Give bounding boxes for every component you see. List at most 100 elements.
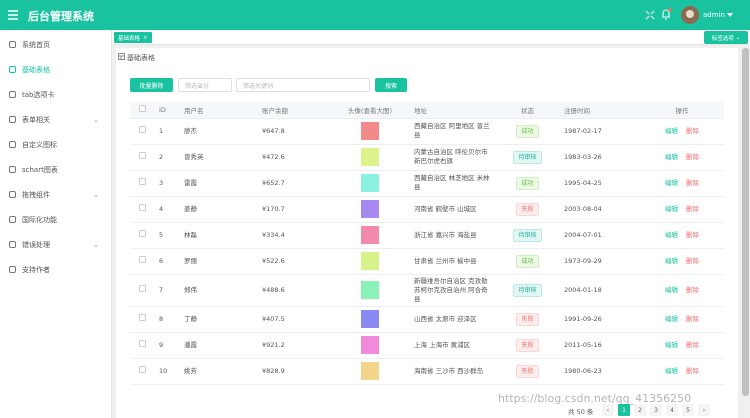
user-name[interactable]: admin bbox=[703, 11, 725, 19]
menu-label: 表单相关 bbox=[22, 115, 50, 124]
edit-link[interactable]: 编辑 bbox=[665, 340, 678, 349]
menu-toggle[interactable] bbox=[8, 10, 18, 20]
status-cell: 失败 bbox=[495, 306, 560, 333]
menu-item[interactable]: 错误处理 ⌄ bbox=[0, 232, 111, 257]
delete-link[interactable]: 删除 bbox=[686, 256, 699, 265]
page-button[interactable]: 3 bbox=[650, 404, 662, 416]
edit-link[interactable]: 编辑 bbox=[665, 230, 678, 239]
column-header: 头像(查看大图) bbox=[330, 102, 410, 119]
status-cell: 待审核 bbox=[495, 274, 560, 307]
date-cell: 2004-07-01 bbox=[560, 222, 640, 249]
prev-page[interactable]: ‹ bbox=[602, 404, 614, 416]
avatar-cell bbox=[330, 274, 410, 307]
bell-icon[interactable] bbox=[660, 8, 672, 20]
keyword-input[interactable]: 筛选关键词 bbox=[236, 78, 370, 92]
edit-link[interactable]: 编辑 bbox=[665, 178, 678, 187]
table-row: 5 林磊 ¥334.4 浙江省 嘉兴市 海盐县 待审核 2004-07-01 编辑 删除 bbox=[130, 222, 724, 249]
avatar-image[interactable] bbox=[361, 122, 379, 140]
tab[interactable]: 基础表格 × bbox=[114, 32, 152, 43]
delete-link[interactable]: 删除 bbox=[686, 285, 699, 294]
scrollbar-thumb[interactable] bbox=[742, 48, 749, 396]
edit-link[interactable]: 编辑 bbox=[665, 366, 678, 375]
menu-item[interactable]: schart图表 bbox=[0, 157, 111, 182]
id-cell: 1 bbox=[155, 118, 180, 145]
table-row: 3 雷霞 ¥652.7 西藏自治区 林芝地区 米林县 成功 1995-04-25 编辑 删除 bbox=[130, 170, 724, 197]
search-button[interactable]: 搜索 bbox=[375, 78, 407, 92]
id-cell: 8 bbox=[155, 306, 180, 333]
delete-link[interactable]: 删除 bbox=[686, 178, 699, 187]
delete-link[interactable]: 删除 bbox=[686, 126, 699, 135]
edit-link[interactable]: 编辑 bbox=[665, 285, 678, 294]
menu-item[interactable]: 表单相关 ⌄ bbox=[0, 107, 111, 132]
edit-link[interactable]: 编辑 bbox=[665, 314, 678, 323]
menu-item[interactable]: tab选项卡 bbox=[0, 82, 111, 107]
tab-close[interactable]: × bbox=[143, 34, 148, 41]
checkbox[interactable] bbox=[139, 152, 146, 159]
checkbox[interactable] bbox=[139, 126, 146, 133]
name-cell: 姜静 bbox=[180, 196, 258, 223]
edit-link[interactable]: 编辑 bbox=[665, 152, 678, 161]
next-page[interactable]: › bbox=[698, 404, 710, 416]
edit-link[interactable]: 编辑 bbox=[665, 204, 678, 213]
delete-link[interactable]: 删除 bbox=[686, 314, 699, 323]
menu-item[interactable]: 基础表格 bbox=[0, 57, 111, 82]
balance-cell: ¥522.6 bbox=[258, 248, 330, 275]
column-header: 地址 bbox=[410, 102, 495, 119]
checkbox[interactable] bbox=[139, 105, 146, 113]
page-button[interactable]: 4 bbox=[666, 404, 678, 416]
checkbox[interactable] bbox=[139, 314, 146, 321]
checkbox[interactable] bbox=[139, 366, 146, 373]
delete-link[interactable]: 删除 bbox=[686, 366, 699, 375]
delete-link[interactable]: 删除 bbox=[686, 204, 699, 213]
page-button[interactable]: 1 bbox=[618, 404, 630, 416]
avatar-image[interactable] bbox=[361, 281, 379, 299]
menu-item[interactable]: 支持作者 bbox=[0, 257, 111, 282]
status-tag: 失败 bbox=[516, 338, 539, 352]
avatar-image[interactable] bbox=[361, 310, 379, 328]
name-cell: 丁静 bbox=[180, 306, 258, 333]
delete-link[interactable]: 删除 bbox=[686, 152, 699, 161]
avatar-image[interactable] bbox=[361, 336, 379, 354]
id-cell: 6 bbox=[155, 248, 180, 275]
name-cell: 罗丽 bbox=[180, 248, 258, 275]
fullscreen-icon[interactable] bbox=[645, 10, 655, 20]
batch-delete-button[interactable]: 批量删除 bbox=[130, 78, 173, 92]
avatar-image[interactable] bbox=[361, 174, 379, 192]
menu-item[interactable]: 自定义图标 bbox=[0, 132, 111, 157]
table-row: 8 丁静 ¥407.5 山西省 太原市 迎泽区 失败 1991-09-26 编辑 删除 bbox=[130, 306, 724, 333]
checkbox[interactable] bbox=[139, 178, 146, 185]
checkbox[interactable] bbox=[139, 340, 146, 347]
tab-options-button[interactable]: 标签选项 ⌄ bbox=[704, 31, 748, 44]
page-button[interactable]: 5 bbox=[682, 404, 694, 416]
checkbox[interactable] bbox=[139, 230, 146, 237]
checkbox[interactable] bbox=[139, 204, 146, 211]
delete-link[interactable]: 删除 bbox=[686, 340, 699, 349]
column-header: 状态 bbox=[495, 102, 560, 119]
edit-link[interactable]: 编辑 bbox=[665, 126, 678, 135]
page-button[interactable]: 2 bbox=[634, 404, 646, 416]
avatar-image[interactable] bbox=[361, 148, 379, 166]
checkbox[interactable] bbox=[139, 256, 146, 263]
breadcrumb: 基础表格 bbox=[127, 54, 155, 62]
province-select[interactable]: 筛选省份 bbox=[178, 78, 232, 92]
checkbox[interactable] bbox=[139, 285, 146, 292]
menu-item[interactable]: 国际化功能 bbox=[0, 207, 111, 232]
address-cell: 内蒙古自治区 呼伦贝尔市 新巴尔虎右旗 bbox=[410, 144, 495, 171]
avatar[interactable] bbox=[681, 6, 699, 24]
date-cell: 1987-02-17 bbox=[560, 118, 640, 145]
id-cell: 3 bbox=[155, 170, 180, 197]
menu-label: schart图表 bbox=[22, 165, 58, 174]
edit-link[interactable]: 编辑 bbox=[665, 256, 678, 265]
checkbox-cell bbox=[130, 196, 155, 223]
delete-link[interactable]: 删除 bbox=[686, 230, 699, 239]
table-row: 7 郑伟 ¥488.6 新疆维吾尔自治区 克孜勒苏柯尔克孜自治州 阿合奇县 待审核 200… bbox=[130, 274, 724, 307]
date-cell: 2003-08-04 bbox=[560, 196, 640, 223]
avatar-image[interactable] bbox=[361, 362, 379, 380]
avatar-image[interactable] bbox=[361, 226, 379, 244]
avatar-image[interactable] bbox=[361, 200, 379, 218]
menu-item[interactable]: 系统首页 bbox=[0, 32, 111, 57]
menu-item[interactable]: 拖拽组件 ⌄ bbox=[0, 182, 111, 207]
submenu-arrow: ⌄ bbox=[93, 115, 99, 124]
avatar-image[interactable] bbox=[361, 252, 379, 270]
